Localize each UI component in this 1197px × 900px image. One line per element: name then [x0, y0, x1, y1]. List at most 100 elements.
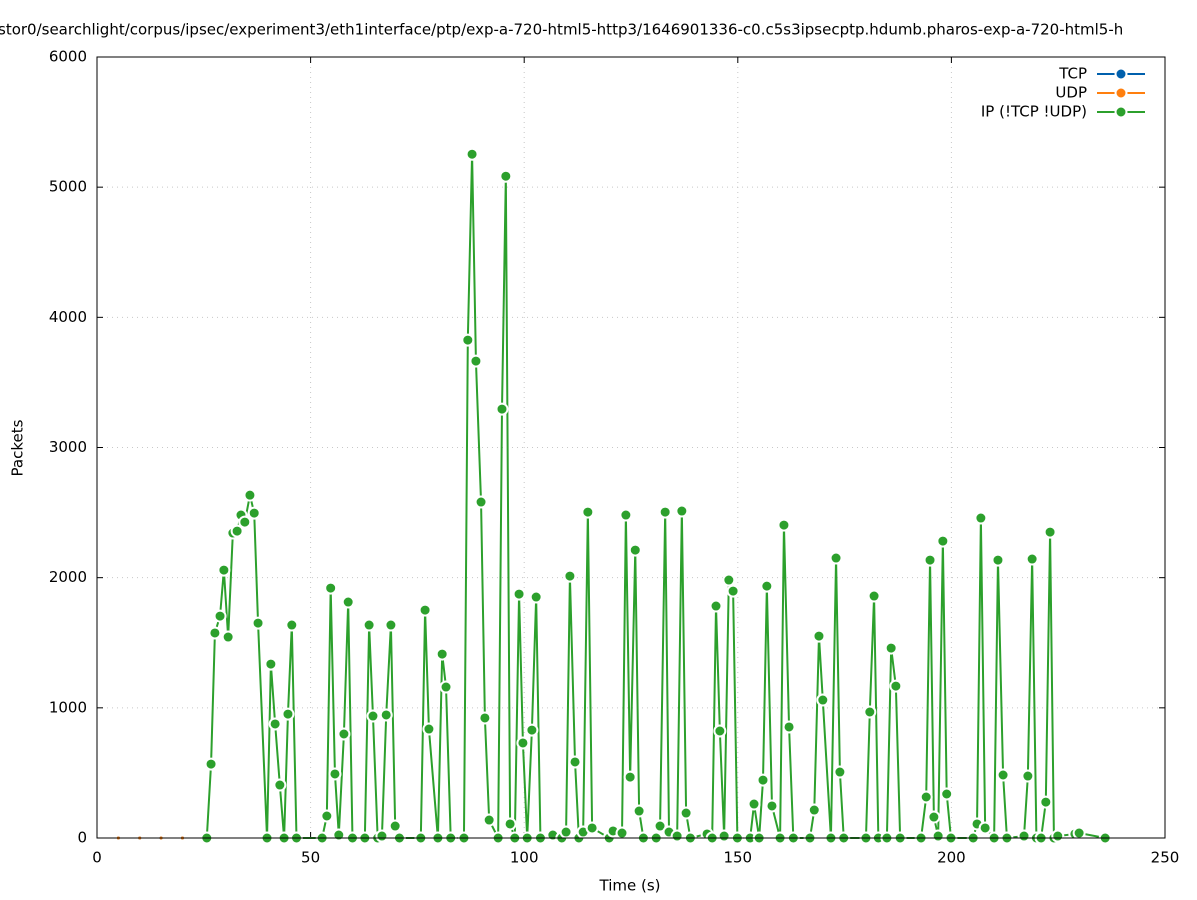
- data-point: [709, 599, 723, 613]
- data-point: [1043, 525, 1057, 539]
- data-point: [756, 773, 770, 787]
- y-tick-label: 3000: [49, 438, 87, 456]
- legend-marker: [1114, 86, 1128, 100]
- data-point: [529, 590, 543, 604]
- data-point: [243, 488, 257, 502]
- x-tick-label: 150: [723, 849, 752, 867]
- data-point: [281, 707, 295, 721]
- data-point: [516, 736, 530, 750]
- data-point: [658, 505, 672, 519]
- y-tick-label: 2000: [49, 568, 87, 586]
- chart-title: stor0/searchlight/corpus/ipsec/experimen…: [0, 21, 1123, 39]
- data-point: [974, 511, 988, 525]
- data-point: [760, 579, 774, 593]
- data-point: [931, 829, 945, 843]
- data-point: [268, 717, 282, 731]
- data-point: [717, 829, 731, 843]
- data-point: [418, 603, 432, 617]
- data-point: [653, 819, 667, 833]
- data-point: [478, 711, 492, 725]
- data-point: [495, 402, 509, 416]
- data-point: [559, 825, 573, 839]
- data-point: [829, 551, 843, 565]
- data-point: [670, 829, 684, 843]
- data-point: [765, 799, 779, 813]
- data-point: [1025, 552, 1039, 566]
- data-point: [747, 797, 761, 811]
- data-point: [332, 828, 346, 842]
- data-point: [777, 518, 791, 532]
- data-point: [619, 508, 633, 522]
- data-point: [217, 563, 231, 577]
- legend-marker: [1114, 67, 1128, 81]
- data-point: [1072, 826, 1086, 840]
- data-point: [337, 727, 351, 741]
- data-point: [722, 573, 736, 587]
- data-point: [512, 587, 526, 601]
- data-point: [568, 755, 582, 769]
- data-point: [388, 819, 402, 833]
- data-point: [525, 723, 539, 737]
- data-point: [923, 553, 937, 567]
- x-axis-label: Time (s): [599, 877, 661, 895]
- data-point: [782, 720, 796, 734]
- y-tick-label: 1000: [49, 698, 87, 716]
- legend-label: TCP: [1058, 65, 1087, 83]
- data-point: [679, 806, 693, 820]
- legend-label: IP (!TCP !UDP): [981, 103, 1087, 121]
- data-point: [628, 543, 642, 557]
- data-point: [341, 595, 355, 609]
- x-tick-label: 50: [301, 849, 320, 867]
- data-point: [1051, 829, 1065, 843]
- data-point: [379, 708, 393, 722]
- data-point: [384, 618, 398, 632]
- data-point: [238, 515, 252, 529]
- data-point: [889, 679, 903, 693]
- legend-label: UDP: [1055, 84, 1087, 102]
- data-point: [324, 581, 338, 595]
- data-point: [435, 647, 449, 661]
- y-tick-label: 6000: [49, 48, 87, 66]
- data-point: [273, 778, 287, 792]
- data-point: [927, 810, 941, 824]
- data-point: [499, 169, 513, 183]
- x-tick-label: 100: [510, 849, 539, 867]
- data-point: [585, 821, 599, 835]
- data-point: [362, 618, 376, 632]
- x-tick-label: 200: [937, 849, 966, 867]
- data-point: [675, 504, 689, 518]
- data-point: [623, 770, 637, 784]
- plot-border: [96, 56, 1166, 839]
- data-point: [482, 813, 496, 827]
- data-point: [247, 506, 261, 520]
- data-point: [465, 147, 479, 161]
- data-point: [1017, 829, 1031, 843]
- data-point: [503, 817, 517, 831]
- data-point: [863, 705, 877, 719]
- data-point: [726, 584, 740, 598]
- data-point: [221, 630, 235, 644]
- data-point: [807, 803, 821, 817]
- data-point: [816, 693, 830, 707]
- data-point: [563, 569, 577, 583]
- data-point: [1039, 795, 1053, 809]
- series-line: [205, 154, 1106, 841]
- data-point: [615, 826, 629, 840]
- data-point: [461, 333, 475, 347]
- data-point: [285, 618, 299, 632]
- data-point: [581, 505, 595, 519]
- data-point: [230, 524, 244, 538]
- x-tick-label: 0: [92, 849, 102, 867]
- data-point: [1021, 769, 1035, 783]
- data-point: [264, 657, 278, 671]
- data-point: [936, 534, 950, 548]
- data-point: [867, 589, 881, 603]
- data-point: [884, 641, 898, 655]
- data-point: [375, 829, 389, 843]
- data-point: [366, 709, 380, 723]
- data-point: [469, 354, 483, 368]
- y-tick-label: 0: [77, 829, 87, 847]
- data-point: [996, 768, 1010, 782]
